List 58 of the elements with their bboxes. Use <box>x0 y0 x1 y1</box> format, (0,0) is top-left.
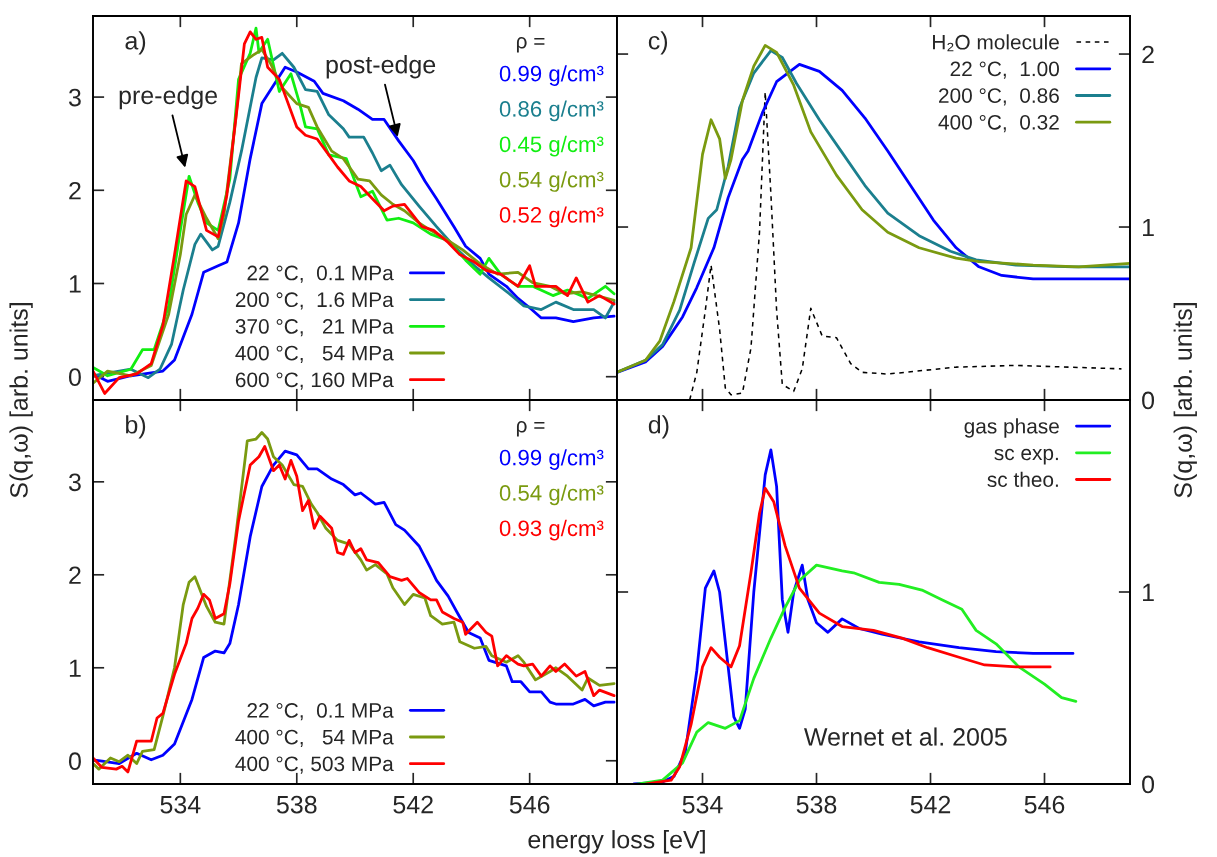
annotation: Wernet et al. 2005 <box>804 727 1007 746</box>
y2-tick-label: 0 <box>1142 775 1155 794</box>
annotation: 0.99 g/cm³ <box>499 65 604 86</box>
annotation: post-edge <box>326 55 436 79</box>
x-axis-title: energy loss [eV] <box>528 830 705 854</box>
annotation: d) <box>648 415 669 439</box>
annotation: 0.99 g/cm³ <box>499 449 604 470</box>
y-tick-label: 1 <box>69 659 81 677</box>
y2-axis-title: S(q,ω) [arb. units] <box>1173 303 1197 498</box>
annotation: ρ = <box>516 421 545 437</box>
legend-label: sc exp. <box>994 448 1058 465</box>
line-series <box>644 486 1052 784</box>
annotation: b) <box>126 415 146 439</box>
annotation: 0.86 g/cm³ <box>499 100 604 122</box>
x-tick-label: 534 <box>160 795 201 814</box>
legend-label: 400 °C, 503 MPa <box>235 756 394 774</box>
y-tick-label: 0 <box>68 368 81 386</box>
legend-label: 22 °C, 0.1 MPa <box>247 265 394 283</box>
legend-label: 400 °C, 0.32 <box>938 114 1059 133</box>
x-tick-label: 546 <box>1024 795 1065 814</box>
y-tick-label: 2 <box>69 181 81 200</box>
x-tick-label: 546 <box>509 795 550 814</box>
legend-label: H₂O molecule <box>933 34 1059 52</box>
x-tick-label: 542 <box>910 795 951 814</box>
annotation: 0.54 g/cm³ <box>499 484 604 506</box>
legend-label: 370 °C, 21 MPa <box>235 319 394 337</box>
x-tick-label: 534 <box>682 795 723 814</box>
annotation: 0.93 g/cm³ <box>499 519 604 541</box>
annotation: 0.52 g/cm³ <box>499 206 604 228</box>
x-tick-label: 542 <box>393 795 433 814</box>
legend-label: 22 °C, 1.00 <box>950 61 1059 79</box>
y-tick-label: 3 <box>68 88 81 107</box>
legend-label: 400 °C, 54 MPa <box>235 345 394 363</box>
x-tick-label: 538 <box>796 795 837 814</box>
annotation: 0.45 g/cm³ <box>499 135 604 157</box>
legend-label: 600 °C, 160 MPa <box>235 372 394 390</box>
y-tick-label: 0 <box>68 752 81 771</box>
y-tick-label: 3 <box>68 473 81 492</box>
y-axis-title: S(q,ω) [arb. units] <box>9 303 33 498</box>
x-tick-label: 538 <box>276 795 317 814</box>
legend-label: 400 °C, 54 MPa <box>235 729 394 747</box>
y2-tick-label: 1 <box>1143 218 1154 237</box>
legend-label: gas phase <box>964 418 1059 438</box>
annotation: 0.54 g/cm³ <box>499 171 604 192</box>
legend-label: 22 °C, 0.1 MPa <box>247 703 394 721</box>
y2-tick-label: 1 <box>1143 583 1154 602</box>
annotation: a) <box>125 31 146 55</box>
line-series <box>635 563 1078 784</box>
y-tick-label: 2 <box>69 566 81 584</box>
annotation: c) <box>648 31 668 55</box>
annotation: pre-edge <box>119 85 218 110</box>
y-tick-label: 1 <box>69 275 81 293</box>
y2-tick-label: 2 <box>1142 45 1154 64</box>
legend-label: 200 °C, 1.6 MPa <box>235 292 394 310</box>
legend-label: sc theo. <box>987 471 1058 487</box>
annotation: ρ = <box>516 37 545 53</box>
legend-label: 200 °C, 0.86 <box>939 88 1059 106</box>
y2-tick-label: 0 <box>1142 391 1155 410</box>
